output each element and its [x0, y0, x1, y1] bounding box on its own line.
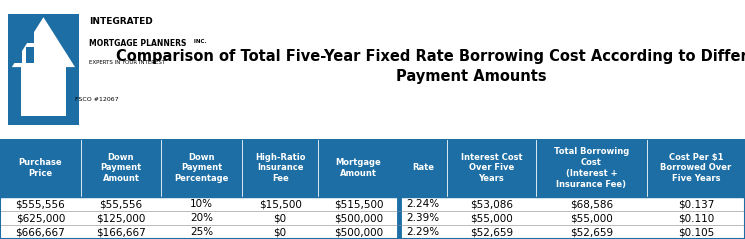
- Text: $500,000: $500,000: [334, 227, 383, 237]
- Bar: [447, 225, 536, 239]
- Bar: [242, 139, 318, 197]
- Text: EXPERTS IN YOUR INTEREST: EXPERTS IN YOUR INTEREST: [89, 60, 165, 65]
- Text: $125,000: $125,000: [96, 213, 146, 223]
- Bar: [447, 139, 536, 197]
- Text: 2.24%: 2.24%: [406, 199, 440, 209]
- Text: $55,000: $55,000: [570, 213, 613, 223]
- Text: $0: $0: [273, 213, 287, 223]
- Text: Cost Per $1
Borrowed Over
Five Years: Cost Per $1 Borrowed Over Five Years: [660, 153, 732, 183]
- Bar: [447, 197, 536, 211]
- Text: $0.105: $0.105: [678, 227, 714, 237]
- Bar: [80, 211, 162, 225]
- Text: High-Ratio
Insurance
Fee: High-Ratio Insurance Fee: [255, 153, 305, 183]
- Polygon shape: [12, 17, 75, 67]
- Text: $55,556: $55,556: [99, 199, 142, 209]
- Bar: [162, 225, 242, 239]
- Bar: [318, 197, 399, 211]
- Bar: [8, 14, 79, 125]
- Bar: [399, 225, 447, 239]
- Text: $53,086: $53,086: [470, 199, 513, 209]
- Text: Interest Cost
Over Five
Years: Interest Cost Over Five Years: [460, 153, 522, 183]
- Bar: [0, 211, 80, 225]
- Bar: [162, 139, 242, 197]
- Text: INC.: INC.: [191, 39, 206, 44]
- Text: $0.110: $0.110: [678, 213, 714, 223]
- Bar: [647, 197, 745, 211]
- Bar: [447, 211, 536, 225]
- Text: Mortgage
Amount: Mortgage Amount: [336, 158, 381, 178]
- Bar: [647, 225, 745, 239]
- Text: $515,500: $515,500: [334, 199, 384, 209]
- Text: $166,667: $166,667: [96, 227, 146, 237]
- Text: $52,659: $52,659: [570, 227, 613, 237]
- Bar: [0, 197, 80, 211]
- Bar: [318, 139, 399, 197]
- Bar: [536, 225, 647, 239]
- Text: Comparison of Total Five-Year Fixed Rate Borrowing Cost According to Different D: Comparison of Total Five-Year Fixed Rate…: [116, 49, 745, 84]
- Bar: [25, 47, 34, 63]
- Text: MORTGAGE PLANNERS: MORTGAGE PLANNERS: [89, 39, 186, 48]
- Bar: [536, 139, 647, 197]
- Bar: [162, 211, 242, 225]
- Text: 2.39%: 2.39%: [406, 213, 440, 223]
- Text: 20%: 20%: [190, 213, 213, 223]
- Text: Purchase
Price: Purchase Price: [19, 158, 62, 178]
- Bar: [318, 211, 399, 225]
- Bar: [13, 27, 22, 43]
- Bar: [0, 139, 80, 197]
- Bar: [80, 197, 162, 211]
- Bar: [13, 47, 22, 63]
- Text: Total Borrowing
Cost
(Interest +
Insurance Fee): Total Borrowing Cost (Interest + Insuran…: [554, 147, 629, 189]
- Text: Down
Payment
Percentage: Down Payment Percentage: [174, 153, 229, 183]
- Text: $555,556: $555,556: [16, 199, 66, 209]
- Text: $0.137: $0.137: [678, 199, 714, 209]
- Bar: [536, 197, 647, 211]
- Text: $15,500: $15,500: [259, 199, 302, 209]
- Bar: [399, 197, 447, 211]
- Bar: [0, 225, 80, 239]
- Text: $500,000: $500,000: [334, 213, 383, 223]
- Text: FSCO #12067: FSCO #12067: [75, 97, 118, 102]
- Text: $55,000: $55,000: [470, 213, 513, 223]
- Bar: [399, 211, 447, 225]
- Text: 25%: 25%: [190, 227, 213, 237]
- Bar: [647, 211, 745, 225]
- Text: $666,667: $666,667: [16, 227, 66, 237]
- Bar: [80, 139, 162, 197]
- Text: $68,586: $68,586: [570, 199, 613, 209]
- Bar: [21, 67, 66, 116]
- Text: Down
Payment
Amount: Down Payment Amount: [101, 153, 142, 183]
- Bar: [80, 225, 162, 239]
- Bar: [536, 211, 647, 225]
- Bar: [242, 225, 318, 239]
- Text: 2.29%: 2.29%: [406, 227, 440, 237]
- Bar: [162, 197, 242, 211]
- Text: $52,659: $52,659: [470, 227, 513, 237]
- Text: Rate: Rate: [412, 163, 434, 173]
- Bar: [399, 139, 447, 197]
- Text: $0: $0: [273, 227, 287, 237]
- Text: 10%: 10%: [190, 199, 213, 209]
- Text: INTEGRATED: INTEGRATED: [89, 17, 153, 26]
- Bar: [242, 197, 318, 211]
- Bar: [242, 211, 318, 225]
- Bar: [647, 139, 745, 197]
- Bar: [318, 225, 399, 239]
- Text: $625,000: $625,000: [16, 213, 65, 223]
- Bar: [25, 27, 34, 43]
